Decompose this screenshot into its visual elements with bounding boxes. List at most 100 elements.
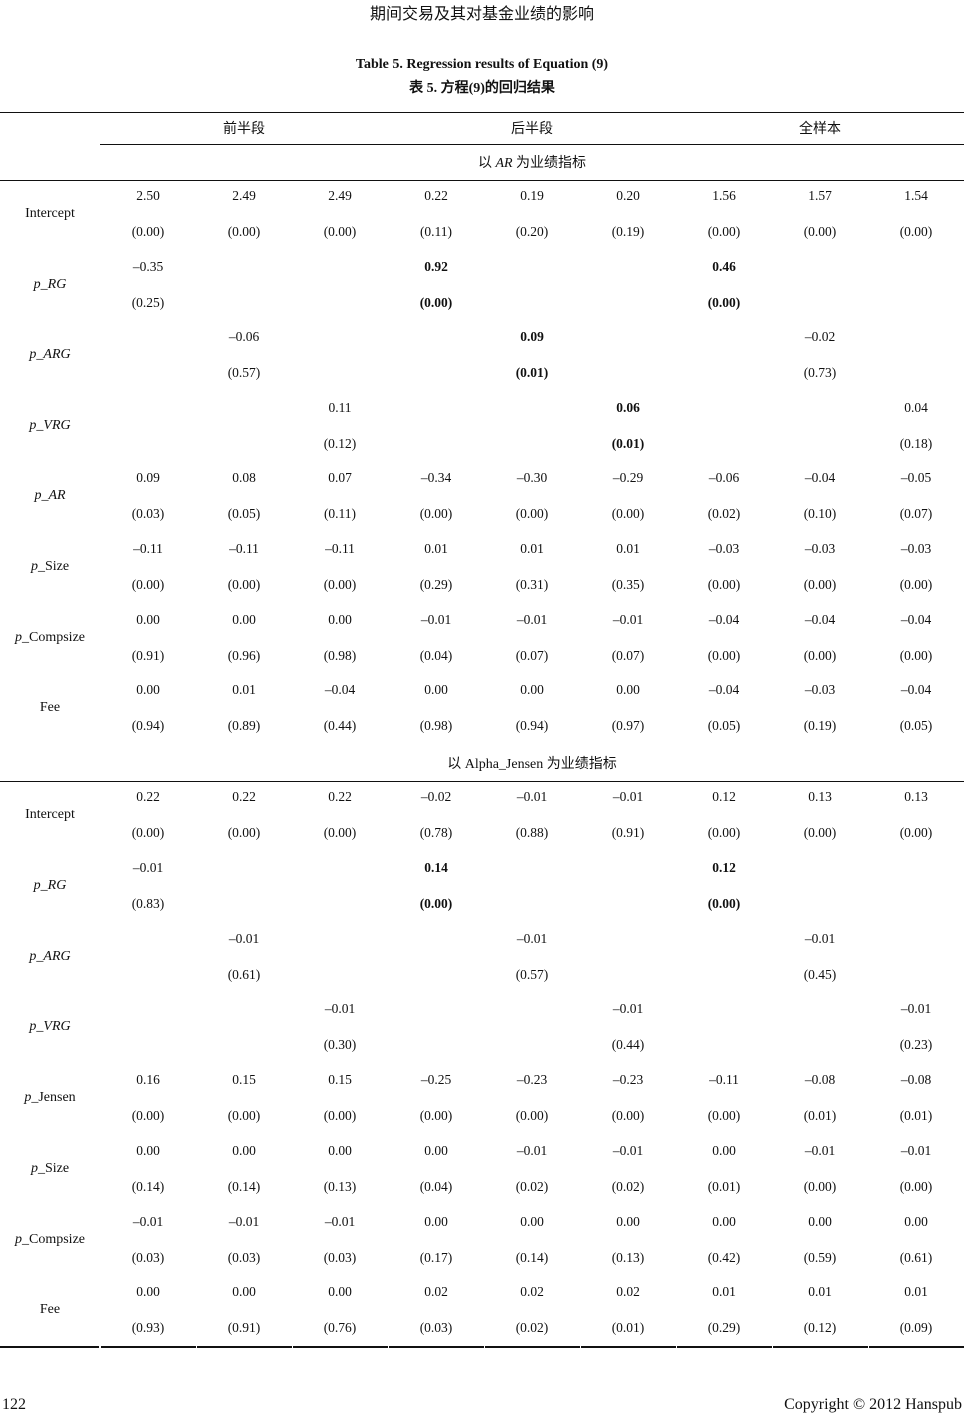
row-label: p_VRG <box>0 418 100 434</box>
row-label-prefix: p_ <box>24 1090 39 1105</box>
p-value: (0.19) <box>611 224 645 239</box>
p-value: (0.00) <box>899 1178 933 1194</box>
coefficient: –0.01 <box>900 1142 932 1158</box>
p-value: (0.76) <box>323 1320 357 1336</box>
coefficient: –0.01 <box>612 1142 644 1158</box>
p-value: (0.11) <box>323 506 357 522</box>
p-value: (0.00) <box>227 577 261 592</box>
coefficient: 0.00 <box>424 1142 448 1158</box>
section-header: 以 AR 为业绩指标 <box>100 152 964 172</box>
p-value: (0.00) <box>707 1108 741 1123</box>
p-value: (0.03) <box>323 1249 357 1265</box>
coefficient: –0.05 <box>900 470 932 486</box>
coefficient: –0.01 <box>804 1142 836 1158</box>
p-value: (0.83) <box>131 895 165 911</box>
row-label-prefix: p_ <box>15 1231 29 1247</box>
p-value: (0.00) <box>227 825 261 840</box>
row-label-prefix: p_ <box>29 347 44 363</box>
section-header-prefix: 以 <box>477 156 496 171</box>
row-label-prefix: p_ <box>29 948 44 964</box>
p-value: (0.02) <box>515 1320 549 1336</box>
p-value: (0.09) <box>899 1320 933 1336</box>
coefficient: –0.04 <box>900 682 932 698</box>
row-label: Intercept <box>0 807 100 823</box>
bottom-rule-segment <box>389 1346 484 1348</box>
p-value: (0.04) <box>419 1178 453 1194</box>
table-row: p_Compsize 0.00 (0.91) 0.00 (0.96) 0.00 (0.98)… <box>0 604 964 675</box>
p-value: (0.11) <box>419 224 453 239</box>
coefficient: 0.00 <box>328 1142 352 1158</box>
coefficient: –0.04 <box>804 470 836 486</box>
coefficient: 0.22 <box>136 789 160 804</box>
row-label-prefix: p_ <box>15 629 29 645</box>
coefficient: –0.01 <box>612 789 644 804</box>
coefficient: 0.00 <box>232 611 256 627</box>
coefficient: –0.34 <box>420 470 452 486</box>
coefficient: 0.02 <box>424 1284 448 1300</box>
coefficient: –0.03 <box>708 541 740 556</box>
coefficient: 1.56 <box>712 188 736 203</box>
p-value: (0.91) <box>611 825 645 840</box>
coefficient: –0.01 <box>516 930 548 946</box>
coefficient: –0.01 <box>324 1213 356 1229</box>
coefficient: 0.00 <box>904 1213 928 1229</box>
coefficient: 0.14 <box>424 859 448 875</box>
coefficient: 0.01 <box>424 541 448 556</box>
p-value: (0.00) <box>611 506 645 522</box>
row-label: p_VRG <box>0 1019 100 1035</box>
p-value: (0.94) <box>131 718 165 734</box>
row-label-prefix: p_ <box>33 276 48 292</box>
p-value: (0.00) <box>131 1108 165 1123</box>
row-label: p_RG <box>0 277 100 293</box>
coefficient: 2.50 <box>136 188 160 203</box>
p-value: (0.29) <box>419 577 453 592</box>
page-number: 122 <box>2 1396 26 1413</box>
coefficient: 0.15 <box>328 1072 352 1087</box>
p-value: (0.03) <box>419 1320 453 1336</box>
table-row: p_VRG –0.01 (0.30) –0.01 (0.44) –0.01 (0.23) <box>0 993 964 1064</box>
table-row: Intercept 0.22 (0.00) 0.22 (0.00) 0.22 (0.00) –… <box>0 781 964 852</box>
p-value: (0.98) <box>323 647 357 663</box>
coefficient: 0.13 <box>904 789 928 804</box>
p-value: (0.29) <box>707 1320 741 1336</box>
p-value: (0.00) <box>323 825 357 840</box>
table-row: p_RG –0.35 (0.25) 0.92 (0.00) 0.46 (0.00) <box>0 251 964 322</box>
coefficient: –0.35 <box>132 258 164 274</box>
row-label-name: ARG <box>43 347 71 363</box>
section-header-metric: AR <box>495 156 513 171</box>
p-value: (0.97) <box>611 718 645 734</box>
coefficient: 0.00 <box>136 1142 160 1158</box>
p-value: (0.00) <box>899 577 933 592</box>
p-value: (0.01) <box>707 1178 741 1194</box>
p-value: (0.25) <box>131 294 165 310</box>
p-value: (0.14) <box>227 1178 261 1194</box>
coefficient: –0.06 <box>708 470 740 486</box>
p-value: (0.18) <box>899 435 933 451</box>
coefficient: –0.01 <box>516 789 548 804</box>
row-label-name: VRG <box>43 417 71 433</box>
row-label-name: RG <box>47 877 67 893</box>
p-value: (0.00) <box>323 224 357 239</box>
row-label: p_Size <box>0 1161 100 1177</box>
row-label-name: RG <box>47 276 67 292</box>
coefficient: –0.01 <box>228 930 260 946</box>
p-value: (0.01) <box>803 1108 837 1123</box>
coefficient: 0.06 <box>616 399 640 415</box>
coefficient: 0.00 <box>520 1213 544 1229</box>
row-label: Fee <box>0 1302 100 1318</box>
p-value: (0.05) <box>227 506 261 522</box>
coefficient: 0.01 <box>808 1284 832 1300</box>
p-value: (0.98) <box>419 718 453 734</box>
p-value: (0.57) <box>227 365 261 381</box>
coefficient: 0.00 <box>328 611 352 627</box>
section-header-prefix: 以 <box>447 757 465 772</box>
p-value: (0.17) <box>419 1249 453 1265</box>
p-value: (0.45) <box>803 966 837 982</box>
coefficient: –0.01 <box>612 1001 644 1017</box>
p-value: (0.00) <box>515 506 549 522</box>
p-value: (0.73) <box>803 365 837 381</box>
row-label-name: Fee <box>39 700 61 716</box>
p-value: (0.03) <box>131 1249 165 1265</box>
coefficient: –0.30 <box>516 470 548 486</box>
coefficient: –0.25 <box>420 1072 452 1087</box>
